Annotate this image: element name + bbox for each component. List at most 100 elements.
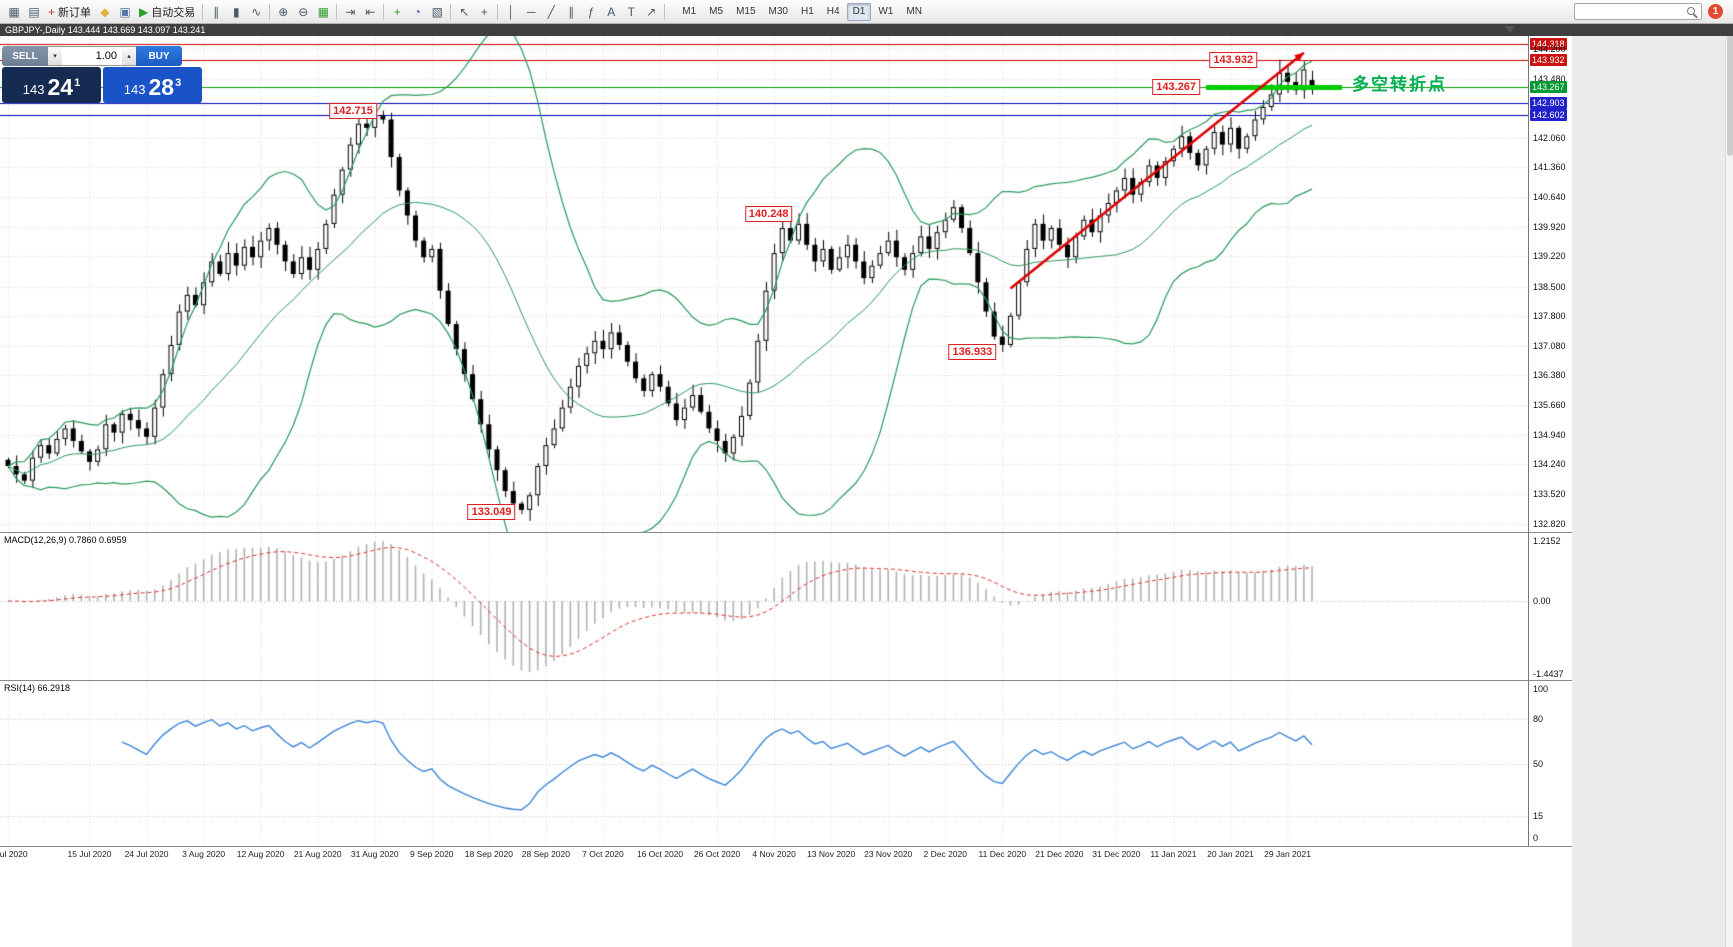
label-button[interactable]: T [621,2,641,22]
price-tick-139.920: 139.920 [1533,222,1566,233]
toolbar-icon-group: ▦ ▤ + 新订单 ◆ ▣ ▶ 自动交易 ∥ ▮ ∿ ⊕ ⊖ ▦ ⇥ ⇤ + ◔ ▧ ↖ + │ ─ ╱ ∥ ƒ A T ↗ [4,2,668,22]
toolbar-separator [336,3,338,20]
price-tick-132.820: 132.820 [1533,518,1566,529]
vertical-scrollbar[interactable] [1725,24,1733,947]
timeframe-mn[interactable]: MN [906,6,922,17]
volume-increase-button[interactable]: ▴ [122,46,136,66]
indicators-button[interactable]: + [387,2,407,22]
scrollbar-thumb[interactable] [1727,26,1733,156]
notification-badge[interactable]: 1 [1708,4,1723,19]
crosshair-button[interactable]: + [474,2,494,22]
new-order-button[interactable]: + 新订单 [44,2,95,22]
price-chart-canvas[interactable] [0,36,1528,532]
volume-decrease-button[interactable]: ▾ [48,46,62,66]
text-button[interactable]: A [601,2,621,22]
buy-price-main: 143 [123,82,146,97]
buy-button[interactable]: BUY [136,46,182,66]
new-chart-button[interactable]: ▦ [4,2,24,22]
bar-chart-icon: ∥ [213,4,220,19]
timeframe-m15[interactable]: M15 [736,6,756,17]
profiles-button[interactable]: ▤ [24,2,44,22]
new-chart-icon: ▦ [8,4,20,19]
chart-shift-button[interactable]: ⇤ [360,2,380,22]
price-axis[interactable]: 144.318 144.200 143.932 143.480 143.267 142.9… [1528,36,1572,532]
price-label-142.715[interactable]: 142.715 [329,102,377,119]
rsi-tick-50: 50 [1533,758,1544,769]
cursor-button[interactable]: ↖ [454,2,474,22]
timeframe-m1[interactable]: M1 [682,6,697,17]
sell-price-main: 143 [22,82,45,97]
buy-price-display[interactable]: 143 28 3 [103,67,202,103]
arrows-icon: ↗ [646,4,657,19]
timeframe-w1[interactable]: W1 [878,6,894,17]
date-label: 4 Nov 2020 [752,849,796,859]
volume-input[interactable]: 1.00 [62,46,122,66]
rsi-panel[interactable]: RSI(14) 66.2918 [0,680,1528,846]
new-order-button-label: 新订单 [58,6,92,19]
zoom-in-icon: ⊕ [278,4,289,19]
search-input[interactable] [1575,4,1701,19]
channel-button[interactable]: ∥ [561,2,581,22]
timeframe-h1[interactable]: H1 [800,6,814,17]
template-button[interactable]: ▧ [427,2,447,22]
new-order-icon: + [48,4,56,19]
rsi-tick-15: 15 [1533,810,1544,821]
terminal-button[interactable]: ▣ [115,2,135,22]
price-tick-134.240: 134.240 [1533,459,1566,470]
candlestick-button[interactable]: ▮ [226,2,246,22]
search-icon [1687,7,1695,15]
rsi-canvas[interactable] [0,681,1528,846]
chart-shift-icon: ⇤ [365,4,376,19]
algo-trading-button-label: 自动交易 [151,6,196,19]
sell-price-point: 1 [74,77,81,89]
timeframe-d1[interactable]: D1 [846,2,872,21]
macd-canvas[interactable] [0,533,1528,680]
macd-panel[interactable]: MACD(12,26,9) 0.7860 0.6959 [0,532,1528,680]
vertical-line-button[interactable]: │ [501,2,521,22]
horizontal-line-button[interactable]: ─ [521,2,541,22]
price-label-143.267[interactable]: 143.267 [1152,79,1201,96]
toolbar-separator [383,3,385,20]
buy-price-pips: 28 [148,74,175,100]
search-box[interactable] [1574,3,1702,20]
timeframe-m30[interactable]: M30 [768,6,788,17]
timeframe-m5[interactable]: M5 [709,6,724,17]
line-chart-button[interactable]: ∿ [246,2,266,22]
right-filler [1572,24,1725,947]
fibonacci-button[interactable]: ƒ [581,2,601,22]
price-tick-144.200: 144.200 [1533,43,1566,54]
date-axis: 1 Jul 2020 15 Jul 2020 24 Jul 2020 3 Aug 20… [0,846,1572,861]
trendline-button[interactable]: ╱ [541,2,561,22]
periods-button[interactable]: ◔ [407,2,427,22]
one-click-trading-widget: SELL ▾ 1.00 ▴ BUY 143 24 1 143 28 3 [2,46,202,103]
cursor-icon: ↖ [459,4,470,19]
arrows-button[interactable]: ↗ [641,2,661,22]
price-label-140.248[interactable]: 140.248 [744,205,793,222]
sell-button[interactable]: SELL [2,46,48,66]
periods-icon: ◔ [413,4,421,19]
zoom-in-button[interactable]: ⊕ [273,2,293,22]
algo-trading-button[interactable]: ▶ 自动交易 [135,2,199,22]
chart-shift-marker-icon[interactable] [1505,26,1515,33]
toolbar-separator [497,3,499,20]
trendline-icon: ╱ [547,4,555,19]
template-icon: ▧ [431,4,443,19]
price-label-133.049[interactable]: 133.049 [467,503,516,520]
date-label: 18 Sep 2020 [464,849,513,859]
date-label: 21 Dec 2020 [1035,849,1084,859]
price-tick-137.080: 137.080 [1533,340,1566,351]
tile-windows-button[interactable]: ▦ [313,2,333,22]
zoom-out-button[interactable]: ⊖ [293,2,313,22]
bar-chart-button[interactable]: ∥ [206,2,226,22]
rsi-axis: 100 80 50 15 0 [1528,680,1572,846]
price-label-143.932[interactable]: 143.932 [1209,51,1258,68]
sell-price-display[interactable]: 143 24 1 [2,67,101,103]
metaeditor-button[interactable]: ◆ [95,2,115,22]
date-label: 29 Jan 2021 [1264,849,1311,859]
main-chart[interactable]: 142.715 133.049 140.248 136.933 143.932 143.2… [0,36,1528,532]
turning-point-note[interactable]: 多空转折点 [1352,75,1447,95]
price-label-136.933[interactable]: 136.933 [948,343,997,360]
auto-scroll-button[interactable]: ⇥ [340,2,360,22]
timeframe-h4[interactable]: H4 [826,6,840,17]
macd-label: MACD(12,26,9) 0.7860 0.6959 [4,535,127,545]
